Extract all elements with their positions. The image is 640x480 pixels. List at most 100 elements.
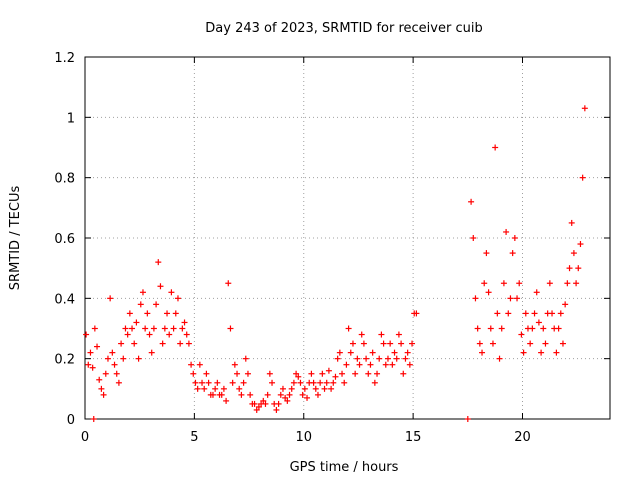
data-point bbox=[531, 310, 538, 317]
data-point bbox=[126, 310, 133, 317]
data-point bbox=[137, 301, 144, 308]
data-point bbox=[314, 391, 321, 398]
data-point bbox=[273, 406, 280, 413]
data-point bbox=[476, 340, 483, 347]
data-point bbox=[542, 340, 549, 347]
data-point bbox=[85, 361, 92, 368]
data-point bbox=[153, 301, 160, 308]
data-point bbox=[409, 340, 416, 347]
data-points bbox=[83, 105, 588, 422]
data-point bbox=[279, 385, 286, 392]
data-point bbox=[185, 340, 192, 347]
y-tick-label-5: 1 bbox=[67, 111, 75, 126]
y-tick-label-2: 0.4 bbox=[54, 292, 75, 307]
data-point bbox=[174, 295, 181, 302]
data-point bbox=[481, 280, 488, 287]
data-point bbox=[391, 349, 398, 356]
data-point bbox=[376, 355, 383, 362]
data-point bbox=[369, 349, 376, 356]
data-point bbox=[244, 370, 251, 377]
data-point bbox=[190, 370, 197, 377]
data-point bbox=[188, 361, 195, 368]
data-point bbox=[247, 391, 254, 398]
data-point bbox=[564, 280, 571, 287]
data-point bbox=[255, 403, 262, 410]
data-point bbox=[413, 310, 420, 317]
data-point bbox=[115, 379, 122, 386]
data-point bbox=[231, 361, 238, 368]
data-point bbox=[356, 361, 363, 368]
data-point bbox=[518, 331, 525, 338]
data-point bbox=[203, 370, 210, 377]
data-point bbox=[487, 325, 494, 332]
data-point bbox=[330, 379, 337, 386]
data-point bbox=[568, 219, 575, 226]
data-point bbox=[509, 250, 516, 257]
data-point bbox=[553, 349, 560, 356]
data-point bbox=[573, 280, 580, 287]
data-point bbox=[514, 295, 521, 302]
data-point bbox=[505, 310, 512, 317]
data-point bbox=[393, 355, 400, 362]
data-point bbox=[194, 385, 201, 392]
data-point bbox=[282, 394, 289, 401]
data-point bbox=[559, 340, 566, 347]
data-point bbox=[90, 416, 97, 422]
data-point bbox=[332, 373, 339, 380]
data-point bbox=[304, 394, 311, 401]
data-point bbox=[402, 355, 409, 362]
data-point bbox=[579, 174, 586, 181]
data-point bbox=[179, 325, 186, 332]
data-point bbox=[201, 385, 208, 392]
y-tick-label-6: 1.2 bbox=[54, 51, 75, 66]
data-point bbox=[575, 265, 582, 272]
x-axis-label: GPS time / hours bbox=[290, 460, 399, 475]
data-point bbox=[406, 361, 413, 368]
data-point bbox=[343, 361, 350, 368]
data-point bbox=[240, 379, 247, 386]
data-point bbox=[104, 355, 111, 362]
data-point bbox=[511, 235, 518, 241]
data-point bbox=[472, 295, 479, 302]
data-point bbox=[485, 289, 492, 296]
data-point bbox=[120, 355, 127, 362]
data-point bbox=[297, 379, 304, 386]
data-point bbox=[111, 361, 118, 368]
data-point bbox=[384, 355, 391, 362]
data-point bbox=[284, 397, 291, 404]
data-point bbox=[223, 397, 230, 404]
data-point bbox=[360, 340, 367, 347]
data-point bbox=[520, 349, 527, 356]
data-point bbox=[479, 349, 486, 356]
data-point bbox=[168, 289, 175, 296]
data-point bbox=[253, 406, 260, 413]
data-point bbox=[299, 391, 306, 398]
data-point bbox=[301, 385, 308, 392]
data-point bbox=[535, 319, 542, 326]
data-point bbox=[102, 370, 109, 377]
chart-title: Day 243 of 2023, SRMTID for receiver cui… bbox=[205, 21, 482, 36]
data-point bbox=[496, 355, 503, 362]
data-point bbox=[118, 340, 125, 347]
data-point bbox=[507, 295, 514, 302]
data-point bbox=[468, 198, 475, 205]
y-axis-label: SRMTID / TECUs bbox=[8, 186, 23, 291]
data-point bbox=[577, 241, 584, 248]
data-point bbox=[129, 325, 136, 332]
data-point bbox=[538, 349, 545, 356]
data-point bbox=[183, 331, 190, 338]
data-point bbox=[144, 310, 151, 317]
grid-lines bbox=[85, 57, 610, 419]
data-point bbox=[192, 379, 199, 386]
data-point bbox=[498, 325, 505, 332]
data-point bbox=[522, 310, 529, 317]
data-point bbox=[87, 349, 94, 356]
data-point bbox=[312, 385, 319, 392]
data-point bbox=[150, 325, 157, 332]
x-tick-label-0: 0 bbox=[81, 430, 89, 445]
data-point bbox=[94, 343, 101, 350]
data-point bbox=[269, 379, 276, 386]
data-point bbox=[166, 331, 173, 338]
data-point bbox=[89, 364, 96, 371]
data-point bbox=[527, 340, 534, 347]
